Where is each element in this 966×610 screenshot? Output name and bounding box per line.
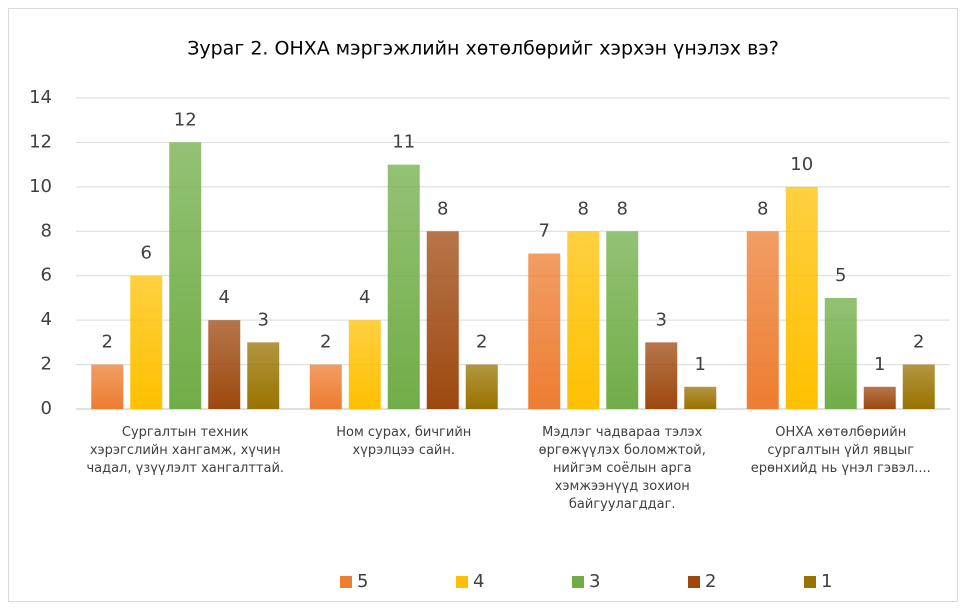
legend-swatch	[340, 576, 352, 588]
y-tick-label: 4	[41, 309, 52, 330]
data-label: 3	[656, 309, 667, 330]
bar	[746, 231, 779, 409]
bar	[247, 342, 280, 409]
legend-label: 4	[473, 571, 484, 592]
data-label: 4	[219, 287, 230, 308]
bar	[902, 364, 935, 409]
y-tick-label: 10	[29, 176, 52, 197]
data-label: 7	[539, 221, 550, 242]
y-tick-label: 14	[29, 87, 52, 108]
legend-swatch	[456, 576, 468, 588]
legend-label: 3	[589, 571, 600, 592]
bar	[91, 364, 124, 409]
data-label: 8	[617, 198, 628, 219]
data-label: 2	[102, 332, 113, 353]
bar	[348, 320, 381, 409]
data-label: 2	[476, 332, 487, 353]
legend-label: 5	[357, 571, 368, 592]
data-label: 8	[437, 198, 448, 219]
x-tick-label: Сургалтын техник хэрэгслийн хангамж, хүч…	[86, 425, 285, 476]
data-label: 1	[695, 354, 706, 375]
y-tick-label: 2	[41, 354, 52, 375]
bar	[645, 342, 678, 409]
data-label: 3	[258, 309, 269, 330]
y-tick-label: 8	[41, 220, 52, 241]
data-label: 4	[359, 287, 370, 308]
y-tick-label: 0	[41, 398, 52, 419]
x-tick-label: Ном сурах, бичгийн хүрэлцээ сайн.	[336, 425, 472, 458]
bar	[130, 275, 163, 409]
legend-label: 2	[705, 571, 716, 592]
data-label: 8	[757, 198, 768, 219]
legend-label: 1	[821, 571, 832, 592]
bar	[169, 142, 202, 409]
bar	[684, 386, 717, 409]
data-label: 12	[174, 109, 197, 130]
bar	[309, 364, 342, 409]
bar	[567, 231, 600, 409]
chart-title: Зураг 2. ОНХА мэргэжлийн хөтөлбөрийг хэр…	[187, 38, 779, 60]
x-tick-label: ОНХА хөтөлбөрийн сургалтын үйл явцыг ерө…	[750, 425, 931, 476]
bar	[208, 320, 241, 409]
data-label: 5	[835, 265, 846, 286]
legend-swatch	[572, 576, 584, 588]
legend-swatch	[804, 576, 816, 588]
data-label: 1	[874, 354, 885, 375]
bar	[426, 231, 459, 409]
y-tick-label: 6	[41, 265, 52, 286]
bar	[863, 386, 896, 409]
data-label: 2	[913, 332, 924, 353]
data-label: 10	[790, 154, 813, 175]
bar	[824, 297, 857, 409]
x-tick-label: Мэдлэг чадвараа тэлэх өргөжүүлэх боломжт…	[538, 425, 706, 512]
bar	[606, 231, 639, 409]
data-label: 11	[392, 132, 415, 153]
bar	[528, 253, 561, 409]
data-label: 2	[320, 332, 331, 353]
bar	[465, 364, 498, 409]
y-tick-label: 12	[29, 131, 52, 152]
bar	[785, 186, 818, 409]
legend-swatch	[688, 576, 700, 588]
bar	[387, 164, 420, 409]
data-label: 6	[141, 243, 152, 264]
data-label: 8	[578, 198, 589, 219]
